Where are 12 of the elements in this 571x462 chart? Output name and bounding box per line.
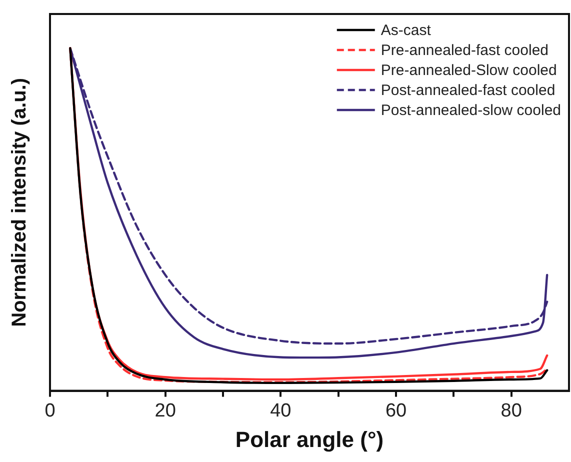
legend-label: Post-annealed-slow cooled bbox=[380, 102, 562, 120]
x-tick-label: 40 bbox=[270, 400, 292, 422]
x-tick-label: 20 bbox=[154, 400, 176, 422]
y-axis-title: Normalized intensity (a.u.) bbox=[8, 78, 31, 327]
x-tick-label: 0 bbox=[44, 400, 56, 422]
legend-label: Pre-annealed-fast cooled bbox=[380, 42, 548, 60]
x-tick-label: 60 bbox=[385, 400, 407, 422]
x-axis-title: Polar angle (°) bbox=[235, 426, 384, 452]
x-tick-label: 80 bbox=[500, 400, 522, 422]
legend-label: Post-annealed-fast cooled bbox=[380, 82, 556, 100]
legend-label: Pre-annealed-Slow cooled bbox=[380, 62, 557, 80]
legend-label: As-cast bbox=[380, 22, 432, 40]
